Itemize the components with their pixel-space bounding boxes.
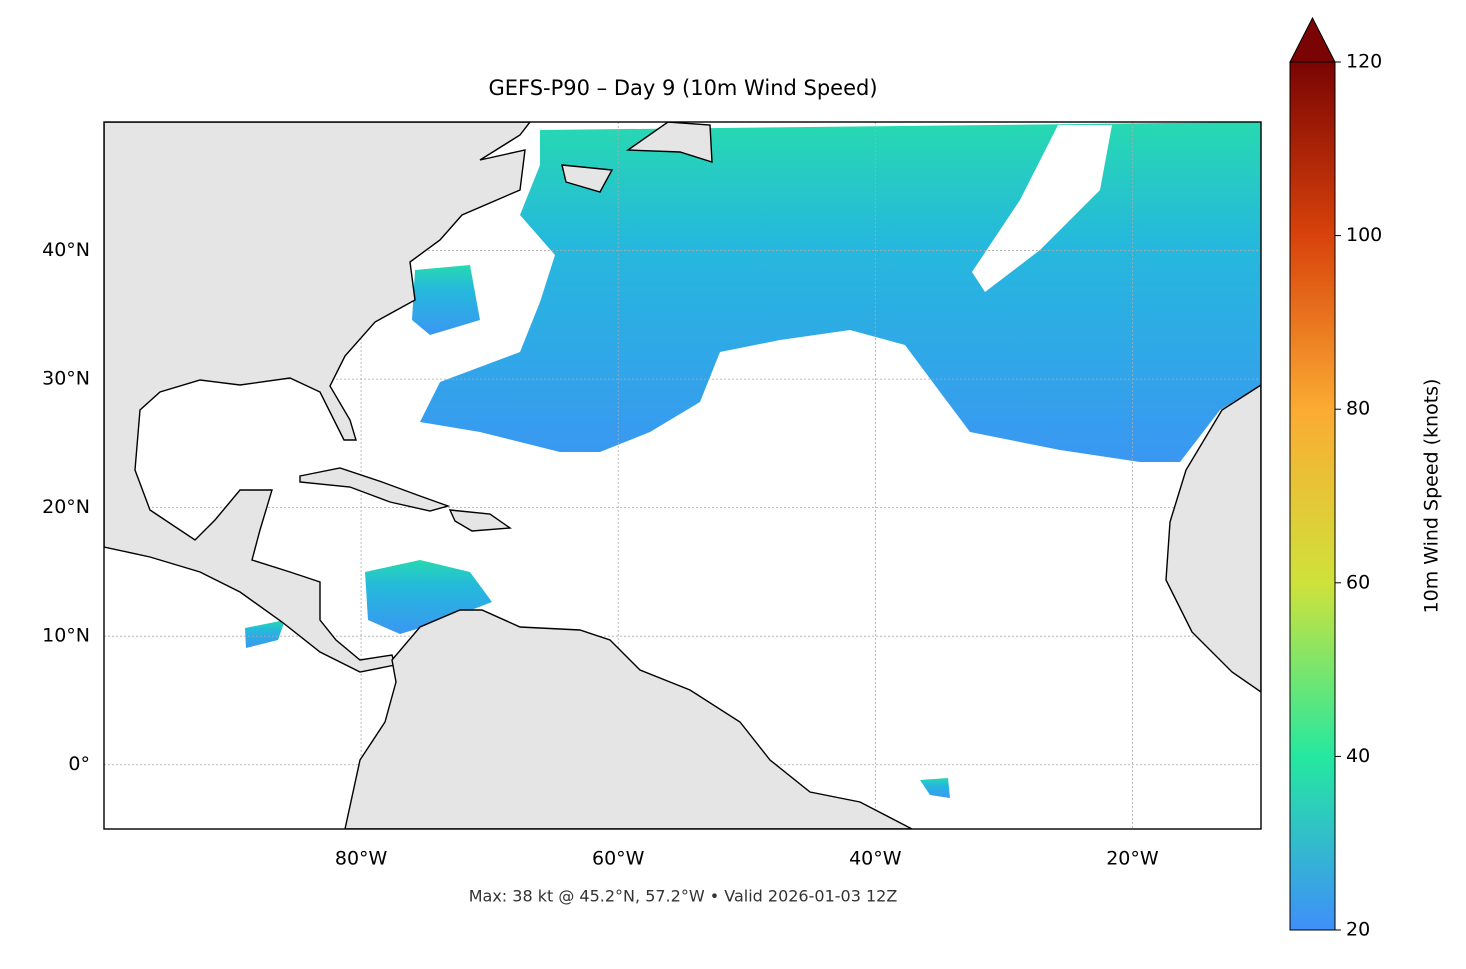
cuba xyxy=(299,467,451,512)
lon-tick-label: 20°W xyxy=(1106,848,1159,870)
colorbar-frame xyxy=(1289,61,1336,931)
colorbar-tick-label: 80 xyxy=(1346,398,1370,420)
wind-field xyxy=(920,778,950,798)
colorbar-tick-label: 100 xyxy=(1346,224,1382,246)
lat-tick-label: 40°N xyxy=(42,239,90,261)
axes: 80°W 60°W 40°W 20°W 0° 10°N 20°N 30°N 40°N xyxy=(42,239,1159,869)
lat-tick-label: 10°N xyxy=(42,625,90,647)
colorbar-extension xyxy=(1289,16,1336,63)
colorbar-label: 10m Wind Speed (knots) xyxy=(1421,379,1443,614)
map-frame xyxy=(103,121,1262,830)
colorbar-gradient xyxy=(1290,62,1335,930)
newfoundland xyxy=(561,164,614,193)
lat-tick-label: 30°N xyxy=(42,368,90,390)
map-area xyxy=(104,122,1261,829)
greenland-coast xyxy=(625,122,713,163)
wind-field xyxy=(245,620,285,648)
hispaniola xyxy=(448,509,512,532)
wind-field xyxy=(365,560,492,634)
colorbar-tick-label: 20 xyxy=(1346,919,1370,941)
map-title: GEFS-P90 – Day 9 (10m Wind Speed) xyxy=(488,76,877,100)
colorbar: 10m Wind Speed (knots) 20 40 60 80 100 120 xyxy=(1289,16,1443,941)
colorbar-tick-label: 40 xyxy=(1346,745,1370,767)
lat-tick-label: 0° xyxy=(68,753,90,775)
africa xyxy=(1165,384,1261,693)
south-america xyxy=(344,609,913,829)
colorbar-tick-label: 60 xyxy=(1346,571,1370,593)
map-footer: Max: 38 kt @ 45.2°N, 57.2°W • Valid 2026… xyxy=(469,887,898,906)
lon-tick-label: 80°W xyxy=(335,848,388,870)
colorbar-tick-label: 120 xyxy=(1346,51,1382,73)
north-america xyxy=(104,122,531,673)
lat-tick-label: 20°N xyxy=(42,496,90,518)
wind-field xyxy=(412,265,480,335)
calm-area xyxy=(972,125,1112,292)
lon-tick-label: 40°W xyxy=(849,848,902,870)
lon-tick-label: 60°W xyxy=(592,848,645,870)
